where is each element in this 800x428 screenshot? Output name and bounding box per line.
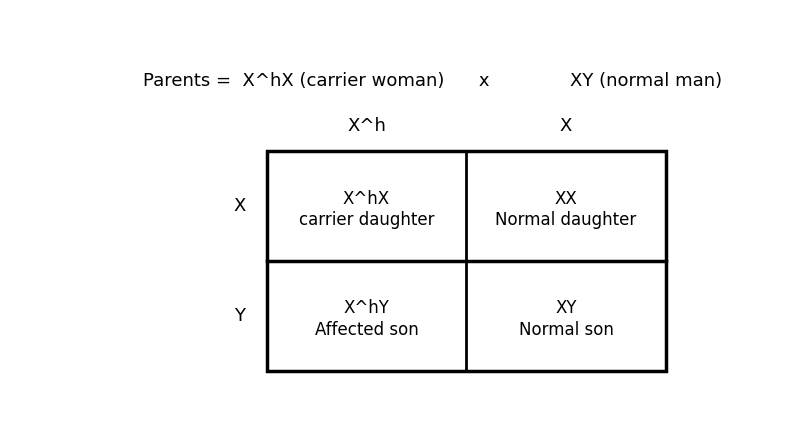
Text: X^hX: X^hX xyxy=(343,190,390,208)
Text: Normal daughter: Normal daughter xyxy=(495,211,637,229)
Text: X: X xyxy=(560,116,572,134)
Text: X: X xyxy=(234,197,246,215)
Text: XY: XY xyxy=(555,299,577,317)
Text: X^hY: X^hY xyxy=(343,299,390,317)
Text: Normal son: Normal son xyxy=(518,321,614,339)
Text: Affected son: Affected son xyxy=(314,321,418,339)
Text: Y: Y xyxy=(234,307,245,325)
Text: carrier daughter: carrier daughter xyxy=(298,211,434,229)
Text: X^h: X^h xyxy=(347,116,386,134)
Text: XX: XX xyxy=(554,190,578,208)
Bar xyxy=(266,152,666,371)
Text: Parents =  X^hX (carrier woman)      x              XY (normal man): Parents = X^hX (carrier woman) x XY (nor… xyxy=(142,71,722,89)
